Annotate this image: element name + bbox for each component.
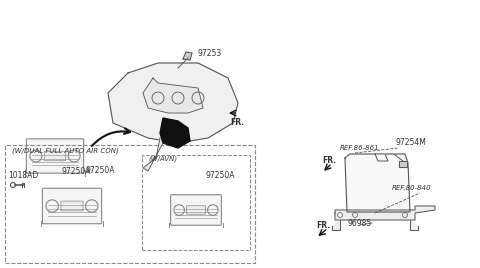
Text: 97250A: 97250A [205,171,235,180]
Text: FR.: FR. [316,221,330,230]
Text: FR.: FR. [230,118,244,127]
Polygon shape [345,154,410,212]
Polygon shape [143,138,163,171]
Text: 1018AD: 1018AD [8,171,38,180]
Text: (W/DUAL FULL AUTO AIR CON): (W/DUAL FULL AUTO AIR CON) [12,148,119,154]
Polygon shape [160,118,190,148]
FancyBboxPatch shape [61,201,83,211]
Polygon shape [410,220,418,230]
Text: 96985: 96985 [348,219,372,228]
Text: (W/AVN): (W/AVN) [148,156,177,162]
FancyBboxPatch shape [42,188,102,224]
Text: REF.86-861: REF.86-861 [340,145,380,151]
Polygon shape [335,206,435,220]
Polygon shape [399,161,407,167]
FancyBboxPatch shape [26,139,84,173]
FancyBboxPatch shape [44,151,66,161]
Text: 97254M: 97254M [395,138,426,147]
Polygon shape [183,52,192,60]
Polygon shape [332,220,340,230]
Text: FR.: FR. [322,156,336,165]
Text: 97250A: 97250A [85,166,115,175]
Polygon shape [375,154,388,161]
Polygon shape [143,78,203,113]
Polygon shape [108,63,238,143]
FancyBboxPatch shape [170,195,221,225]
Text: 97253: 97253 [198,49,222,58]
Text: REF.80-840: REF.80-840 [392,185,432,191]
FancyBboxPatch shape [187,206,205,214]
Text: 97250A: 97250A [62,167,92,176]
